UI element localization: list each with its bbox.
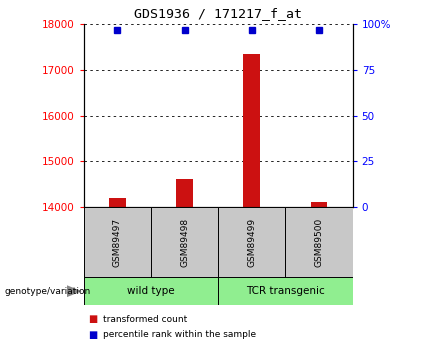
Text: GSM89497: GSM89497 [113, 218, 122, 267]
Bar [218, 207, 286, 278]
Bar [84, 207, 151, 278]
Bar [151, 207, 218, 278]
Title: GDS1936 / 171217_f_at: GDS1936 / 171217_f_at [134, 7, 302, 20]
Text: ■: ■ [88, 314, 98, 324]
Text: ■: ■ [88, 330, 98, 339]
Text: GSM89498: GSM89498 [180, 218, 189, 267]
Bar [218, 277, 353, 305]
Text: percentile rank within the sample: percentile rank within the sample [103, 330, 256, 339]
Text: wild type: wild type [127, 286, 175, 296]
Bar [176, 179, 193, 207]
Text: GSM89500: GSM89500 [314, 218, 323, 267]
Bar [84, 277, 218, 305]
Bar [109, 198, 126, 207]
Bar [286, 207, 353, 278]
Bar [243, 54, 260, 207]
Text: genotype/variation: genotype/variation [4, 287, 91, 296]
Polygon shape [67, 285, 82, 297]
Text: transformed count: transformed count [103, 315, 187, 324]
Text: TCR transgenic: TCR transgenic [246, 286, 325, 296]
Bar [310, 201, 327, 207]
Text: GSM89499: GSM89499 [247, 218, 256, 267]
